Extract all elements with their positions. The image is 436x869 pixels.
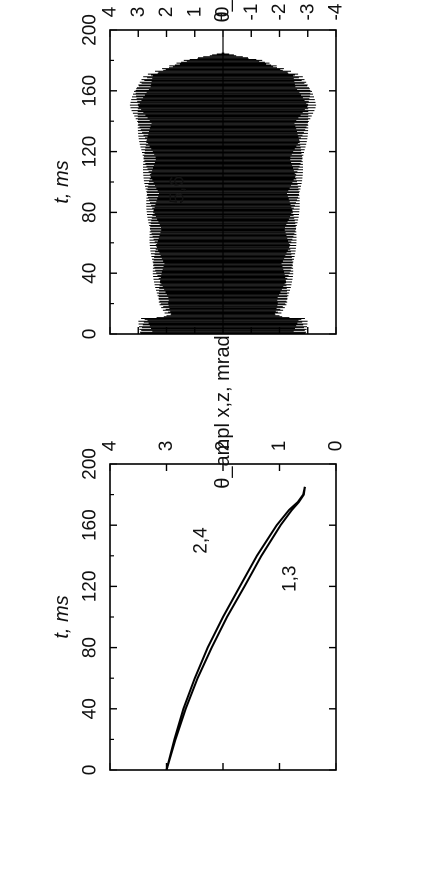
x-tick-label: 80	[80, 637, 101, 658]
x-axis-title: t, ms	[51, 160, 73, 203]
x-tick-label: 120	[80, 571, 101, 603]
x-tick-label: 160	[80, 509, 101, 541]
x-tick-label: 160	[80, 75, 101, 107]
x-tick-label: 200	[80, 448, 101, 480]
series-line-2	[165, 486, 306, 771]
x-tick-label: 0	[80, 329, 101, 340]
y-axis-title: θ_s, mrad	[212, 0, 234, 22]
y-tick-label: 3	[128, 7, 149, 18]
x-tick-label: 200	[80, 14, 101, 46]
x-tick-label: 120	[80, 136, 101, 168]
y-tick-label: 4	[100, 440, 121, 451]
x-tick-label: 40	[80, 263, 101, 284]
y-tick-label: 2	[213, 441, 234, 452]
x-tick-label: 0	[80, 765, 101, 776]
y-tick-label: -4	[326, 3, 347, 20]
series-label: 2,4	[191, 527, 212, 554]
y-tick-label: 2	[156, 7, 177, 18]
y-axis-title: θ_ampl x,z, mrad	[212, 335, 234, 488]
series-line-1	[165, 486, 306, 771]
x-axis-title: t, ms	[51, 595, 73, 638]
y-tick-label: 4	[100, 6, 121, 17]
y-tick-label: -2	[269, 4, 290, 21]
series-label: 1,3	[280, 566, 301, 592]
y-tick-label: 0	[213, 7, 234, 18]
panel-amplitude-chart: 0 40 80 120 160 200 0 1 2 3 4 t, ms θ_ampl x,z, mrad…	[51, 335, 347, 775]
series-label: 5,6	[167, 176, 189, 204]
y-tick-label: 3	[156, 441, 177, 452]
x-tick-label: 80	[80, 202, 101, 223]
y-tick-label: -1	[241, 4, 262, 21]
x-tick-label: 40	[80, 698, 101, 719]
y-tick-label: 1	[184, 7, 205, 18]
y-tick-label: 0	[326, 441, 347, 452]
y-tick-label: 1	[269, 441, 290, 452]
y-tick-label: -3	[297, 4, 318, 21]
